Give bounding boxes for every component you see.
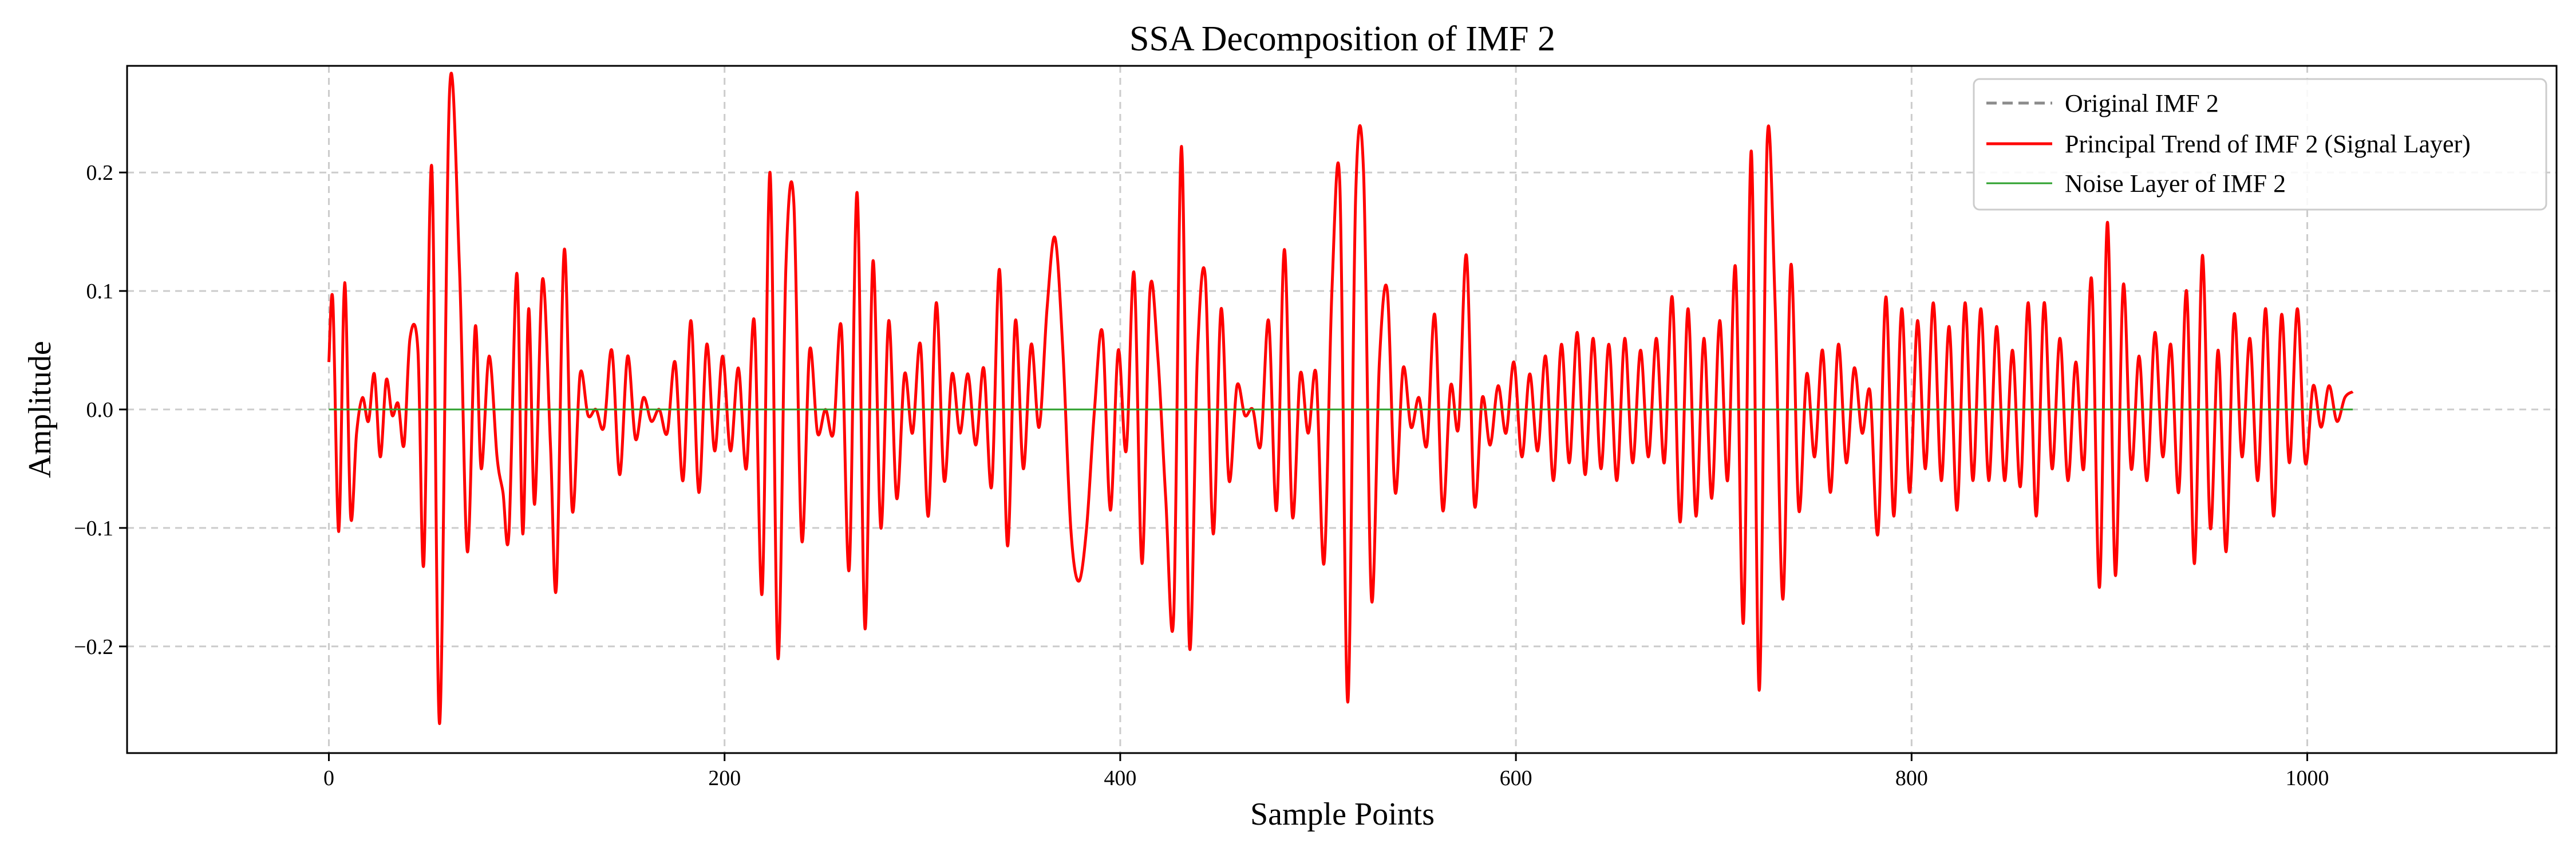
y-axis-label: Amplitude <box>22 341 58 478</box>
legend-label-original: Original IMF 2 <box>2065 89 2219 117</box>
legend-frame <box>1973 78 2547 211</box>
y-tick-label: 0.0 <box>86 398 114 422</box>
y-ticks: −0.2 −0.1 0.0 0.1 0.2 <box>74 161 127 659</box>
legend-label-signal: Principal Trend of IMF 2 (Signal Layer) <box>2065 130 2471 158</box>
x-tick-label: 0 <box>323 766 334 790</box>
series-layer <box>327 72 2354 725</box>
x-ticks: 0 200 400 600 800 1000 <box>323 753 2329 790</box>
x-tick-label: 800 <box>1895 766 1928 790</box>
x-axis-label: Sample Points <box>1250 797 1435 832</box>
y-tick-label: 0.1 <box>86 279 114 304</box>
x-tick-label: 600 <box>1500 766 1532 790</box>
legend-label-noise: Noise Layer of IMF 2 <box>2065 170 2286 198</box>
x-tick-label: 1000 <box>2286 766 2329 790</box>
y-tick-label: −0.1 <box>74 517 113 541</box>
x-tick-label: 200 <box>708 766 741 790</box>
y-tick-label: 0.2 <box>86 161 114 185</box>
series-line-signal-layer <box>327 72 2354 725</box>
x-tick-label: 400 <box>1104 766 1136 790</box>
y-tick-label: −0.2 <box>74 635 113 659</box>
legend: Original IMF 2 Principal Trend of IMF 2 … <box>1973 78 2547 211</box>
chart-title: SSA Decomposition of IMF 2 <box>1129 19 1555 58</box>
